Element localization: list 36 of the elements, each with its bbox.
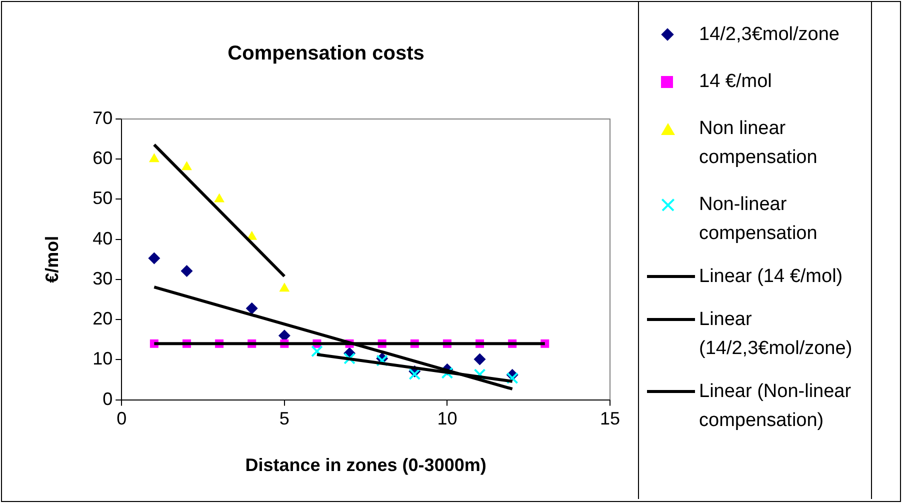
point xyxy=(246,302,258,314)
x-axis-title: Distance in zones (0-3000m) xyxy=(245,455,486,476)
y-axis-title: €/mol xyxy=(42,236,62,283)
point xyxy=(441,366,454,379)
x-tick-label: 10 xyxy=(437,408,458,429)
chart-title: Compensation costs xyxy=(228,42,424,65)
point xyxy=(344,352,356,364)
point xyxy=(311,345,323,358)
point xyxy=(408,368,421,380)
y-tick-label: 10 xyxy=(92,348,113,369)
y-tick-label: 40 xyxy=(92,228,113,248)
legend-label: 14 €/mol xyxy=(699,71,772,92)
x-tick-label: 0 xyxy=(116,408,127,429)
point xyxy=(182,161,192,170)
point xyxy=(148,153,160,162)
legend-label: Non linear compensation xyxy=(699,118,818,168)
point xyxy=(279,282,290,292)
point xyxy=(180,265,193,278)
legend-label: Linear (14/2,3€mol/zone) xyxy=(699,309,852,359)
y-tick-label: 20 xyxy=(92,308,113,329)
y-tick-label: 30 xyxy=(92,268,113,288)
legend-label: Linear (14 €/mol) xyxy=(699,266,843,287)
y-tick-label: 50 xyxy=(92,188,113,208)
legend-label: Non-linear compensation xyxy=(699,194,818,244)
point xyxy=(474,353,486,366)
x-tick-label: 15 xyxy=(600,408,620,429)
y-tick-label: 0 xyxy=(102,388,113,409)
y-tick-label: 70 xyxy=(92,108,113,128)
y-tick-label: 60 xyxy=(92,148,113,168)
point xyxy=(214,193,224,202)
point xyxy=(376,354,388,366)
legend-label: 14/2,3€mol/zone xyxy=(699,24,840,45)
point xyxy=(148,252,160,264)
legend-label: Linear (Non-linear compensation) xyxy=(699,381,852,431)
point xyxy=(506,372,518,384)
x-tick-label: 5 xyxy=(279,408,290,429)
